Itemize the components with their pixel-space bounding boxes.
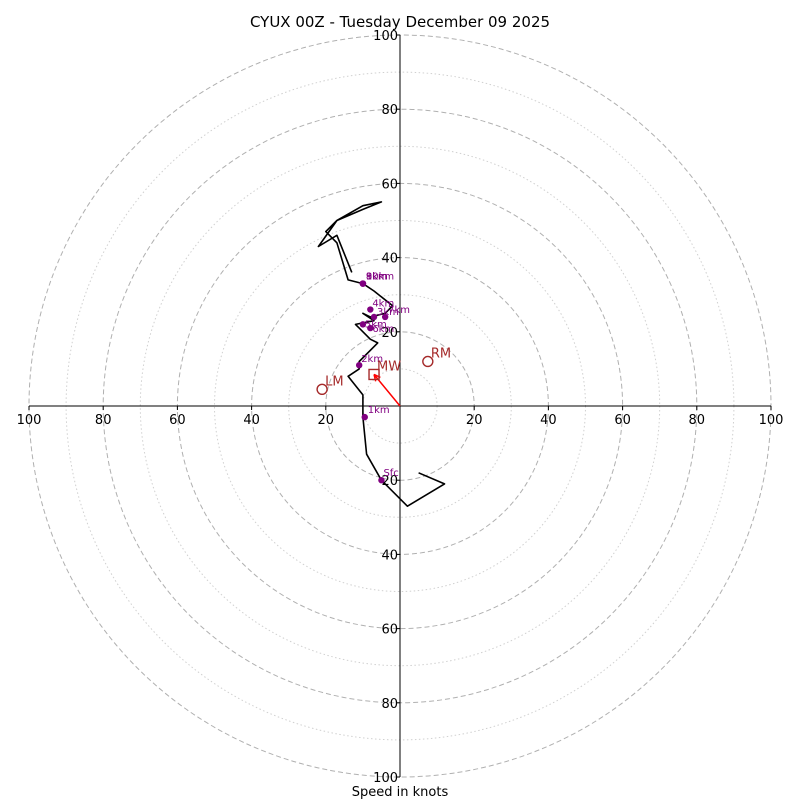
tick-label-top-20: 20 <box>381 326 398 341</box>
height-label-4km: 4km <box>372 299 394 310</box>
hodograph-line <box>317 201 446 508</box>
height-label-5km: 5km <box>365 319 387 330</box>
height-label-9km: 9km <box>366 272 388 283</box>
tick-label-bottom-100: 100 <box>373 771 398 786</box>
tick-label-top-80: 80 <box>381 103 398 118</box>
lm-marker <box>316 383 328 396</box>
tick-label-right-80: 80 <box>689 413 706 428</box>
height-marker-dot-10km <box>359 280 367 287</box>
mw-label: MW <box>377 359 401 374</box>
height-marker-dot-6km <box>367 324 374 332</box>
height-label-6km: 6km <box>372 324 394 335</box>
tick-label-right-60: 60 <box>614 413 631 428</box>
tick-label-left-60: 60 <box>169 413 186 428</box>
height-marker-dot-2km <box>355 361 363 369</box>
height-label-8km: 8km <box>366 272 388 283</box>
height-marker-dot-5km <box>359 321 367 328</box>
height-marker-dot-3km <box>370 313 378 321</box>
height-label-3km: 3km <box>377 307 399 318</box>
height-label-10km: 10km <box>366 272 394 283</box>
tick-label-left-40: 40 <box>243 413 260 428</box>
tick-label-bottom-60: 60 <box>381 623 398 638</box>
tick-label-right-100: 100 <box>759 413 784 428</box>
height-label-1km: 1km <box>368 405 390 416</box>
tick-label-top-100: 100 <box>373 29 398 44</box>
height-marker-dot-1km <box>361 413 368 421</box>
mw-marker <box>368 368 380 381</box>
rm-label: RM <box>431 346 451 361</box>
tick-label-bottom-80: 80 <box>381 697 398 712</box>
x-axis-label: Speed in knots <box>352 785 449 800</box>
hodograph-trace <box>317 201 446 508</box>
chart-title: CYUX 00Z - Tuesday December 09 2025 <box>250 13 550 31</box>
height-label-7km: 7km <box>388 305 410 316</box>
height-label-sfc: Sfc <box>383 468 398 479</box>
tick-label-right-40: 40 <box>540 413 557 428</box>
tick-label-left-100: 100 <box>17 413 42 428</box>
height-marker-dot-7km <box>381 313 389 321</box>
rm-marker <box>422 355 434 368</box>
lm-label: LM <box>325 374 343 389</box>
height-label-2km: 2km <box>361 354 383 365</box>
tick-label-bottom-40: 40 <box>381 548 398 563</box>
tick-label-top-60: 60 <box>381 177 398 192</box>
tick-label-top-40: 40 <box>381 252 398 267</box>
height-marker-dot-sfc <box>378 477 385 484</box>
height-marker-dot-4km <box>367 306 374 313</box>
storm-motion-markers: RM LM MW <box>316 346 451 407</box>
tick-label-left-80: 80 <box>95 413 112 428</box>
tick-label-left-20: 20 <box>318 413 335 428</box>
tick-label-right-20: 20 <box>466 413 483 428</box>
